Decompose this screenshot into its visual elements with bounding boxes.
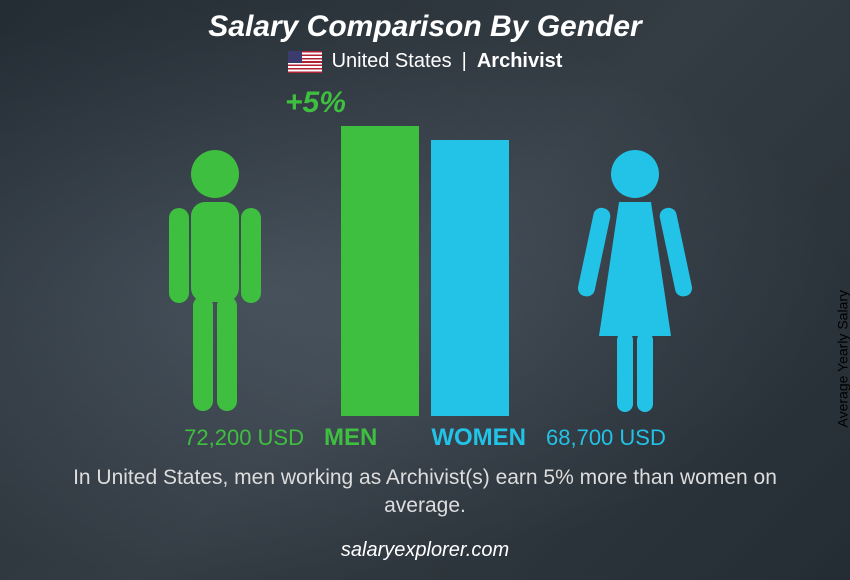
bar-men (341, 126, 419, 416)
country-label: United States (332, 50, 452, 73)
site-credit: salaryexplorer.com (341, 539, 509, 562)
chart-area: +5% (105, 86, 745, 416)
men-label: MEN (324, 424, 377, 452)
job-label: Archivist (477, 50, 563, 73)
women-salary: 68,700 USD (546, 425, 666, 451)
subtitle-row: United States | Archivist (288, 50, 563, 73)
labels-row: 72,200 USD MEN WOMEN 68,700 USD (0, 424, 850, 452)
bar-women (431, 140, 509, 416)
page-title: Salary Comparison By Gender (208, 10, 641, 44)
female-person-icon (575, 146, 695, 416)
divider: | (462, 50, 467, 73)
percent-diff-label: +5% (285, 86, 346, 120)
us-flag-icon (288, 51, 322, 73)
women-label: WOMEN (431, 424, 526, 452)
summary-text: In United States, men working as Archivi… (55, 464, 795, 521)
male-person-icon (155, 146, 275, 416)
bars-group (341, 126, 509, 416)
men-salary: 72,200 USD (184, 425, 304, 451)
